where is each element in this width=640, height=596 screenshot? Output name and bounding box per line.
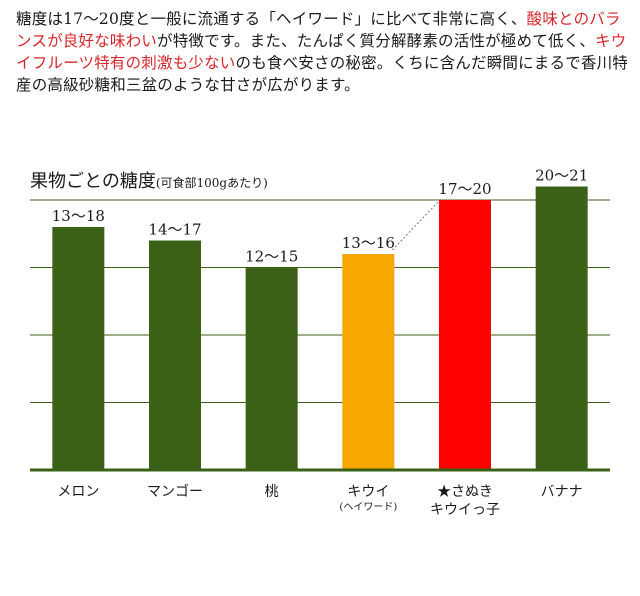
category-sublabel-5: キウイっ子: [430, 502, 500, 518]
chart-title: 果物ごとの糖度: [30, 171, 156, 192]
intro-text-2: が特徴です。また、たんぱく質分解酵素の活性が極めて低く、: [157, 32, 596, 50]
intro-paragraph: 糖度は17〜20度と一般に流通する「ヘイワード」に比べて非常に高く、酸味とのバラ…: [16, 8, 628, 96]
intro-text-3: のも食べ安さの秘密。くちに含んだ瞬間にまるで香川特産の高級砂糖和三盆のような甘さ…: [16, 54, 629, 94]
category-label-6: バナナ: [541, 484, 583, 500]
bar-5: [439, 200, 491, 470]
intro-text-1: 糖度は17〜20度と一般に流通する「ヘイワード」に比べて非常に高く、: [16, 10, 527, 28]
intro-highlight-balance: 酸味とのバランスが良好な味わい: [16, 10, 621, 50]
bar-6: [535, 186, 588, 470]
chart-title-block: 果物ごとの糖度(可食部100gあたり): [30, 170, 268, 195]
category-sublabel-4: (ヘイワード): [339, 502, 397, 513]
bar-value-label-1: 13〜18: [52, 207, 105, 225]
category-label-2: マンゴー: [147, 483, 203, 500]
bar-value-label-4: 13〜16: [342, 234, 395, 252]
bar-value-label-2: 14〜17: [148, 221, 201, 239]
comparison-connector: [391, 200, 440, 251]
bar-3: [245, 267, 298, 470]
category-label-4: キウイ: [347, 484, 389, 500]
category-label-5: ★さぬき: [437, 484, 493, 500]
bar-4: [342, 254, 395, 470]
bar-2: [149, 240, 201, 470]
bar-value-label-3: 12〜15: [245, 248, 298, 266]
bar-value-label-6: 20〜21: [535, 167, 588, 185]
intro-highlight-mild: キウイフルーツ特有の刺激も少ない: [16, 32, 627, 72]
category-label-1: メロン: [57, 484, 99, 500]
bar-1: [52, 227, 105, 470]
category-label-3: 桃: [265, 484, 279, 500]
bar-value-label-5: 17〜20: [438, 180, 491, 198]
chart-subtitle: (可食部100gあたり): [155, 176, 268, 190]
